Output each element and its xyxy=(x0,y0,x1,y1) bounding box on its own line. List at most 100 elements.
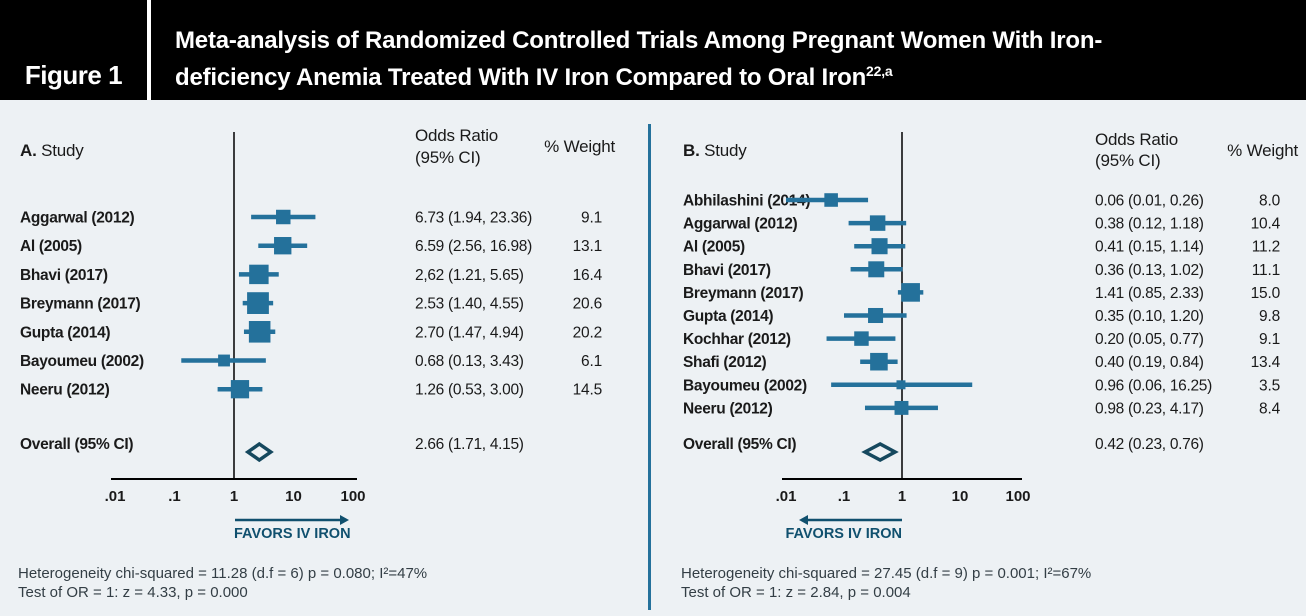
panel-label: A. xyxy=(20,141,37,160)
or-point-estimate-box xyxy=(230,380,250,399)
or-point-estimate-box xyxy=(247,292,269,314)
or-ci-value: 0.35 (0.10, 1.20) xyxy=(1095,308,1204,325)
figure-title-line-1: Meta-analysis of Randomized Controlled T… xyxy=(175,27,1103,54)
or-point-estimate-box xyxy=(218,354,230,367)
or-ci-value: 0.36 (0.13, 1.02) xyxy=(1095,262,1204,279)
figure-header-band: Figure 1 Meta-analysis of Randomized Con… xyxy=(0,0,1306,100)
favors-arrow-head-right-icon xyxy=(340,515,349,525)
or-ci-value: 0.41 (0.15, 1.14) xyxy=(1095,239,1204,256)
study-label: Aggarwal (2012) xyxy=(20,210,135,227)
study-label: Breymann (2017) xyxy=(683,285,804,302)
x-axis-tick-label: 100 xyxy=(340,488,365,505)
forest-plot-panel-b: B. Study Odds Ratio (95% CI) % Weight Abhila… xyxy=(681,130,1299,601)
or-point-estimate-box xyxy=(274,237,292,255)
weight-value: 8.0 xyxy=(1259,193,1281,210)
study-label: Neeru (2012) xyxy=(20,382,110,399)
or-point-estimate-box xyxy=(248,321,271,343)
study-label: Bayoumeu (2002) xyxy=(683,377,807,394)
or-point-estimate-box xyxy=(824,193,838,207)
or-ci-value: 0.20 (0.05, 0.77) xyxy=(1095,331,1204,348)
weight-value: 3.5 xyxy=(1259,377,1280,394)
x-axis-tick-label: .01 xyxy=(105,488,126,505)
or-point-estimate-box xyxy=(869,215,886,231)
figure-label-box: Figure 1 xyxy=(0,0,147,100)
or-point-estimate-box xyxy=(249,264,269,285)
overall-or-ci-value: 2.66 (1.71, 4.15) xyxy=(415,436,524,453)
favors-label: FAVORS IV IRON xyxy=(785,526,902,542)
figure-title-line-2-text: deficiency Anemia Treated With IV Iron C… xyxy=(175,64,867,91)
or-point-estimate-box xyxy=(276,209,291,225)
weight-value: 13.1 xyxy=(573,238,602,255)
or-ci-value: 0.06 (0.01, 0.26) xyxy=(1095,193,1204,210)
study-label: Kochhar (2012) xyxy=(683,331,791,348)
weight-value: 16.4 xyxy=(573,267,603,284)
weight-value: 10.4 xyxy=(1251,216,1281,233)
study-label: Neeru (2012) xyxy=(683,400,773,417)
x-axis-tick-label: 10 xyxy=(952,488,969,505)
figure-title-superscript: 22,a xyxy=(866,63,893,79)
or-point-estimate-box xyxy=(868,261,885,278)
x-axis-tick-label: 1 xyxy=(230,488,238,505)
overall-diamond xyxy=(861,442,899,462)
favors-label: FAVORS IV IRON xyxy=(234,526,351,542)
or-point-estimate-box xyxy=(871,238,888,255)
figure-title: Meta-analysis of Randomized Controlled T… xyxy=(151,0,1306,100)
x-axis-tick-label: 1 xyxy=(898,488,906,505)
heterogeneity-footnote: Heterogeneity chi-squared = 27.45 (d.f =… xyxy=(681,565,1091,582)
heterogeneity-footnote: Test of OR = 1: z = 2.84, p = 0.004 xyxy=(681,584,911,601)
or-point-estimate-box xyxy=(868,307,884,324)
figure-label: Figure 1 xyxy=(24,60,123,90)
study-header-label: Study xyxy=(37,141,85,160)
x-axis-tick-label: .1 xyxy=(168,488,181,505)
or-ci-value: 2,62 (1.21, 5.65) xyxy=(415,267,524,284)
weight-value: 14.5 xyxy=(573,382,602,399)
or-ci-value: 2.70 (1.47, 4.94) xyxy=(415,324,524,341)
x-axis-tick-label: 100 xyxy=(1005,488,1030,505)
study-column-header: B. Study xyxy=(683,141,747,160)
study-label: Bhavi (2017) xyxy=(20,267,108,284)
overall-or-ci-value: 0.42 (0.23, 0.76) xyxy=(1095,436,1204,453)
panel-divider-line xyxy=(648,124,651,610)
or-ci-value: 1.26 (0.53, 3.00) xyxy=(415,382,524,399)
or-ci-value: 0.98 (0.23, 4.17) xyxy=(1095,400,1204,417)
study-label: Al (2005) xyxy=(683,239,745,256)
study-label: Breymann (2017) xyxy=(20,296,141,313)
or-ci-value: 0.68 (0.13, 3.43) xyxy=(415,353,524,370)
study-label: Al (2005) xyxy=(20,238,82,255)
x-axis-tick-label: .1 xyxy=(838,488,851,505)
study-header-label: Study xyxy=(700,141,748,160)
header-divider xyxy=(147,0,151,100)
or-ci-value: 0.96 (0.06, 16.25) xyxy=(1095,377,1212,394)
heterogeneity-footnote: Heterogeneity chi-squared = 11.28 (d.f =… xyxy=(18,565,427,582)
or-ci-value: 6.59 (2.56, 16.98) xyxy=(415,238,532,255)
or-column-header-line-1: Odds Ratio xyxy=(1095,130,1178,149)
weight-value: 20.2 xyxy=(573,324,602,341)
or-ci-value: 2.53 (1.40, 4.55) xyxy=(415,296,524,313)
heterogeneity-footnote: Test of OR = 1: z = 4.33, p = 0.000 xyxy=(18,584,248,601)
weight-value: 13.4 xyxy=(1251,354,1281,371)
study-label: Bayoumeu (2002) xyxy=(20,353,144,370)
weight-value: 9.1 xyxy=(1259,331,1280,348)
overall-label: Overall (95% CI) xyxy=(20,436,133,453)
figure-title-line-2: deficiency Anemia Treated With IV Iron C… xyxy=(175,56,1306,93)
x-axis-tick-label: .01 xyxy=(776,488,797,505)
overall-label: Overall (95% CI) xyxy=(683,436,796,453)
favors-arrow-head-left-icon xyxy=(799,515,808,525)
weight-column-header: % Weight xyxy=(1227,141,1298,160)
study-label: Gupta (2014) xyxy=(683,308,773,325)
or-point-estimate-box xyxy=(901,283,920,302)
panel-label: B. xyxy=(683,141,700,160)
study-label: Aggarwal (2012) xyxy=(683,216,798,233)
or-point-estimate-box xyxy=(894,400,909,415)
overall-diamond xyxy=(244,441,274,463)
weight-value: 11.2 xyxy=(1252,239,1280,256)
weight-value: 20.6 xyxy=(573,296,602,313)
weight-value: 6.1 xyxy=(581,353,602,370)
weight-value: 9.8 xyxy=(1259,308,1280,325)
or-ci-value: 6.73 (1.94, 23.36) xyxy=(415,210,532,227)
forest-plot-panel-a: A. Study Odds Ratio (95% CI) % Weight Aggarw… xyxy=(18,126,616,601)
study-label: Gupta (2014) xyxy=(20,324,110,341)
study-label: Shafi (2012) xyxy=(683,354,767,371)
weight-value: 9.1 xyxy=(581,210,602,227)
